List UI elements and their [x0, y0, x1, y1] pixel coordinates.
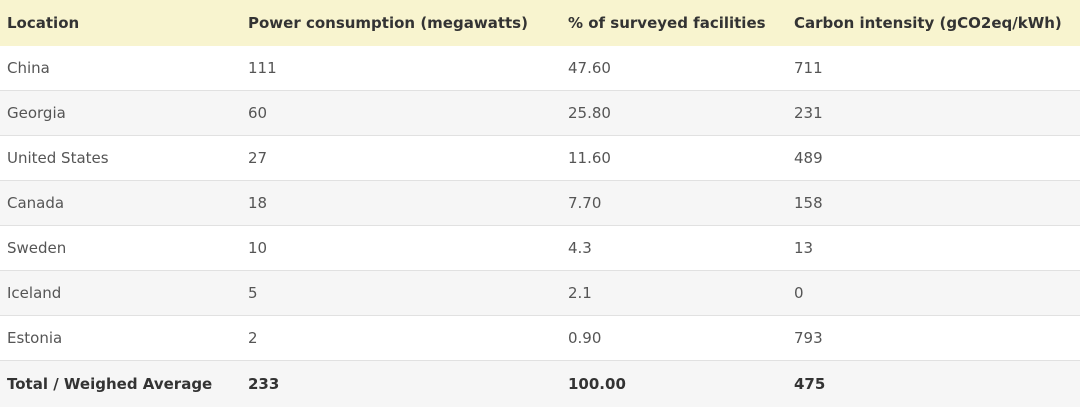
table-row: Canada 18 7.70 158: [0, 181, 1080, 226]
cell-percent: 11.60: [568, 149, 611, 167]
cell-location: China: [7, 59, 50, 77]
cell-power: 18: [248, 194, 268, 212]
table-row: Estonia 2 0.90 793: [0, 316, 1080, 361]
table-row: China 111 47.60 711: [0, 46, 1080, 91]
header-location: Location: [7, 14, 80, 32]
cell-power: 60: [248, 104, 268, 122]
header-power-consumption: Power consumption (megawatts): [248, 14, 528, 32]
cell-percent: 0.90: [568, 329, 602, 347]
cell-carbon: 489: [794, 149, 823, 167]
cell-power: 111: [248, 59, 277, 77]
cell-location: Iceland: [7, 284, 62, 302]
cell-carbon: 13: [794, 239, 814, 257]
cell-percent: 25.80: [568, 104, 611, 122]
cell-power: 27: [248, 149, 268, 167]
cell-percent: 47.60: [568, 59, 611, 77]
cell-percent: 2.1: [568, 284, 592, 302]
cell-location: Sweden: [7, 239, 67, 257]
table-header-row: Location Power consumption (megawatts) %…: [0, 0, 1080, 46]
table-row: United States 27 11.60 489: [0, 136, 1080, 181]
cell-carbon: 793: [794, 329, 823, 347]
cell-percent: 4.3: [568, 239, 592, 257]
table-row: Sweden 10 4.3 13: [0, 226, 1080, 271]
total-label: Total / Weighed Average: [7, 375, 213, 393]
cell-percent: 7.70: [568, 194, 602, 212]
header-percent-facilities: % of surveyed facilities: [568, 14, 766, 32]
cell-location: Estonia: [7, 329, 63, 347]
table-row: Iceland 5 2.1 0: [0, 271, 1080, 316]
total-percent: 100.00: [568, 375, 626, 393]
table-total-row: Total / Weighed Average 233 100.00 475: [0, 361, 1080, 407]
cell-location: Canada: [7, 194, 65, 212]
cell-power: 5: [248, 284, 258, 302]
cell-carbon: 0: [794, 284, 804, 302]
cell-location: United States: [7, 149, 109, 167]
total-carbon: 475: [794, 375, 826, 393]
cell-power: 10: [248, 239, 268, 257]
cell-carbon: 158: [794, 194, 823, 212]
cell-location: Georgia: [7, 104, 66, 122]
cell-carbon: 231: [794, 104, 823, 122]
table-row: Georgia 60 25.80 231: [0, 91, 1080, 136]
cell-carbon: 711: [794, 59, 823, 77]
cell-power: 2: [248, 329, 258, 347]
total-power: 233: [248, 375, 280, 393]
header-carbon-intensity: Carbon intensity (gCO2eq/kWh): [794, 14, 1062, 32]
